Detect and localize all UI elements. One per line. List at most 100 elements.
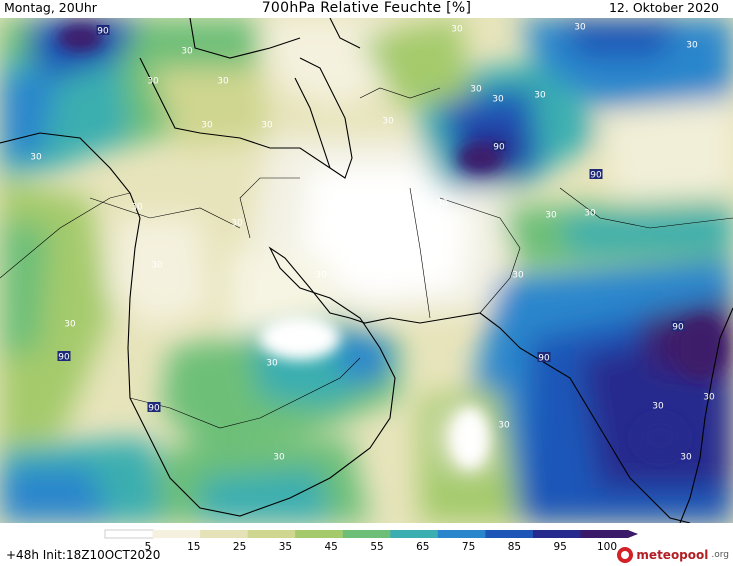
contour-label-text: 90: [493, 143, 505, 153]
contour-label: 30: [201, 121, 213, 131]
brand-tld: .org: [711, 550, 729, 560]
color-legend: 5 15 25 35 45 55 65 75 85 95 100: [104, 529, 638, 553]
contour-label: 90: [147, 402, 161, 414]
contour-label-text: 30: [574, 23, 586, 33]
contour-label-text: 30: [64, 320, 76, 330]
contour-label-text: 30: [652, 402, 664, 412]
init-time-label: +48h Init:18Z10OCT2020: [6, 548, 161, 562]
date-label: 12. Oktober 2020: [608, 0, 719, 15]
legend-tick-label: 65: [416, 541, 429, 553]
valid-time-label: Montag, 20Uhr: [4, 0, 97, 15]
legend-swatch: [437, 530, 486, 538]
contour-label: 30: [652, 402, 664, 412]
contour-label: 30: [584, 209, 596, 219]
brand-logo[interactable]: meteopool .org: [617, 545, 729, 565]
contour-label: 30: [512, 271, 524, 281]
contour-label: 30: [181, 47, 193, 57]
legend-swatch: [152, 530, 201, 538]
legend-tick-label: 25: [233, 541, 246, 553]
contour-label-text: 30: [151, 261, 163, 271]
contour-label: 30: [492, 95, 504, 105]
legend-arrow: [628, 530, 638, 538]
contour-label: 30: [273, 453, 285, 463]
contour-label: 30: [545, 211, 557, 221]
contour-label-text: 30: [315, 271, 327, 281]
contour-labels: 90 30 30 30 30 30 90 30 30 30 30 30 30 30 30 30 30 30 30 30…: [30, 23, 715, 463]
contour-label: 30: [266, 359, 278, 369]
contour-label-text: 90: [590, 171, 602, 181]
contour-label: 30: [470, 85, 482, 95]
legend-swatch: [342, 530, 391, 538]
contour-label-text: 30: [703, 393, 715, 403]
contour-label: 30: [451, 25, 463, 35]
contour-label: 30: [680, 453, 692, 463]
contour-label-text: 30: [584, 209, 596, 219]
contour-label: 30: [534, 91, 546, 101]
contour-label-text: 30: [181, 47, 193, 57]
contour-label-text: 30: [498, 421, 510, 431]
legend-swatch: [200, 530, 249, 538]
contour-label-text: 30: [131, 203, 143, 213]
contour-label: 90: [589, 169, 603, 181]
contour-label: 30: [261, 121, 273, 131]
legend-tick-label: 45: [325, 541, 338, 553]
contour-label-text: 30: [545, 211, 557, 221]
contour-label-text: 30: [261, 121, 273, 131]
legend-tick-label: 5: [145, 541, 152, 553]
legend-swatch: [295, 530, 344, 538]
legend-tick-label: 75: [462, 541, 475, 553]
meteopool-logo-icon: [617, 547, 634, 563]
contour-label-text: 30: [201, 121, 213, 131]
contour-label: 30: [498, 421, 510, 431]
brand-name: meteopool: [636, 548, 709, 562]
contour-label-text: 30: [470, 85, 482, 95]
contour-label: 30: [574, 23, 586, 33]
contour-label-text: 90: [538, 354, 550, 364]
contour-label: 30: [686, 41, 698, 51]
contour-label: 30: [382, 117, 394, 127]
legend-swatch: [532, 530, 581, 538]
legend-tick-label: 55: [370, 541, 383, 553]
legend-swatch: [247, 530, 296, 538]
legend-tick-label: 95: [554, 541, 567, 553]
legend-tick-label: 85: [508, 541, 521, 553]
legend-swatch: [485, 530, 534, 538]
borders: [0, 87, 733, 429]
contour-label: 30: [131, 203, 143, 213]
contour-label-text: 90: [58, 353, 70, 363]
contour-label-text: 90: [97, 27, 109, 37]
contour-label-text: 30: [231, 219, 243, 229]
contour-label-text: 30: [534, 91, 546, 101]
contour-label-text: 90: [672, 323, 684, 333]
legend-ticks: 5 15 25 35 45 55 65 75 85 95 100: [145, 541, 617, 553]
humidity-map: 90 30 30 30 30 30 90 30 30 30 30 30 30 30 30 30 30 30 30 30…: [0, 18, 733, 523]
legend-tick-label: 35: [279, 541, 292, 553]
contour-label-text: 30: [512, 271, 524, 281]
contour-label-text: 30: [492, 95, 504, 105]
legend-tick-label: 15: [187, 541, 200, 553]
contour-label-text: 30: [436, 199, 448, 209]
contour-label-text: 30: [451, 25, 463, 35]
contour-label-text: 30: [686, 41, 698, 51]
contour-label-text: 30: [147, 77, 159, 87]
coastlines: [0, 18, 733, 523]
contour-label: 30: [30, 153, 42, 163]
legend-swatch: [104, 529, 154, 539]
contour-label-text: 30: [30, 153, 42, 163]
contour-label: 30: [151, 261, 163, 271]
contour-label: 30: [217, 77, 229, 87]
chart-title: 700hPa Relative Feuchte [%]: [261, 0, 472, 16]
contour-label: 30: [315, 271, 327, 281]
contour-label-text: 30: [680, 453, 692, 463]
contour-label-text: 30: [273, 453, 285, 463]
contour-label-text: 90: [148, 404, 160, 414]
contour-label: 90: [57, 351, 71, 363]
contour-label: 30: [231, 219, 243, 229]
legend-swatch: [580, 530, 629, 538]
contour-label: 90: [96, 25, 110, 37]
contour-label-text: 30: [382, 117, 394, 127]
contour-label: 30: [64, 320, 76, 330]
contour-label-text: 30: [217, 77, 229, 87]
legend-swatch: [390, 530, 439, 538]
legend-swatches: [104, 529, 638, 539]
